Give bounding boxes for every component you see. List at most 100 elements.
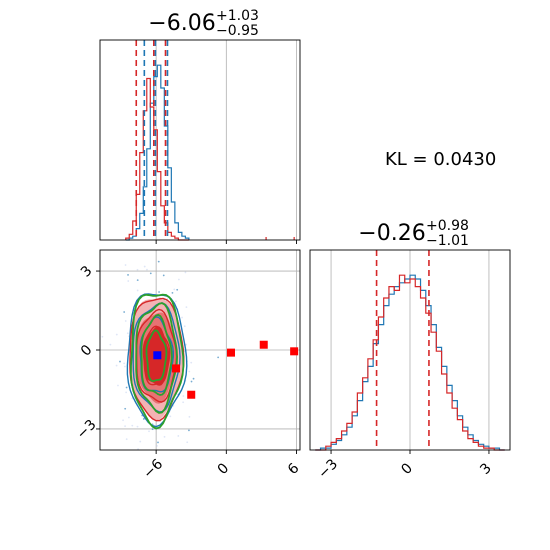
scatter-point [136,289,139,292]
scatter-point [115,364,118,367]
scatter-point [158,291,160,293]
scatter-point [119,360,121,363]
x-tick-label: 0 [215,460,233,478]
scatter-point [173,288,176,291]
density-contour [132,302,181,413]
scatter-point [146,268,148,271]
panel-title-lower: −1.01 [426,233,469,249]
scatter-point [177,435,180,437]
red-square-marker [172,364,181,373]
scatter-point [117,384,119,387]
scatter-point [157,441,159,444]
scatter-point [188,429,190,432]
scatter-point [182,395,185,397]
density-contour-green [135,302,179,414]
panel-2d-density: −6 0 6 −3 0 3 [74,249,303,482]
scatter-point [182,401,185,404]
scatter-point [149,272,152,275]
scatter-point [176,288,179,291]
scatter-point [156,444,158,447]
density-contour [142,325,171,386]
scatter-point [142,418,145,420]
y-tick-label: 3 [78,263,96,281]
density-contour-green [145,329,168,382]
panel-frame [99,39,301,241]
scatter-point [125,438,128,441]
scatter-point [126,332,129,335]
x-tick-label: −6 [140,456,166,482]
x-tick-label: 6 [285,460,303,478]
scatter-point [124,264,127,266]
scatter-point [186,441,189,444]
scatter-point [127,274,129,276]
scatter-point [162,274,165,277]
blue-square-marker [153,351,162,360]
scatter-point [157,260,160,263]
y-tick-label: −3 [74,417,100,443]
scatter-point [159,296,161,299]
scatter-point [192,377,195,380]
scatter-point [136,425,139,428]
scatter-point [127,416,130,419]
scatter-point [124,425,126,428]
x-tick-label: −3 [315,456,341,482]
scatter-point [190,361,193,364]
scatter-point [101,335,104,338]
panel-title-median: −6.06 [148,11,215,36]
red-square-marker [259,340,268,349]
density-contour-green [129,293,185,430]
scatter-point [163,435,166,438]
scatter-point [185,343,188,346]
scatter-point [190,380,193,383]
histogram-red [315,274,505,451]
scatter-point [183,325,186,328]
scatter-point [124,365,126,368]
scatter-point [115,333,118,336]
density-contour-green [140,313,173,396]
kl-divergence-label: KL = 0.0430 [385,149,496,170]
scatter-point [125,386,128,389]
scatter-point [143,265,146,268]
scatter-point [188,370,191,373]
scatter-point [217,356,220,359]
scatter-point [109,343,112,346]
red-square-marker [187,390,196,399]
panel-title-upper: +1.03 [216,8,259,24]
scatter-point [123,362,126,365]
histogram-red [125,77,189,241]
panel-title-median: −0.26 [358,221,425,246]
histogram-blue [315,274,505,451]
scatter-point [175,300,177,303]
scatter-point [148,430,150,433]
panel-top-histogram: −6.06 +1.03−0.95 [99,8,301,244]
scatter-point [125,391,128,394]
scatter-point [184,271,187,274]
scatter-point [188,415,191,418]
scatter-point [122,419,124,422]
x-tick-label: 0 [398,460,416,478]
panel-title-lower: −0.95 [216,23,259,39]
scatter-point [171,291,174,294]
red-square-marker [290,347,299,356]
scatter-point [177,278,180,281]
scatter-point [185,306,188,308]
scatter-point [136,268,139,271]
scatter-point [136,279,139,282]
scatter-point [124,320,127,322]
scatter-point [127,280,130,282]
y-tick-label: 0 [78,342,96,360]
scatter-point [139,440,142,443]
scatter-point [166,297,169,300]
scatter-point [181,316,183,319]
x-tick-label: 3 [477,460,495,478]
scatter-point [124,407,127,410]
scatter-point [131,424,134,427]
scatter-point [151,428,154,431]
panel-right-histogram: −3 0 3 −0.26 +0.98−1.01 [309,218,511,482]
panel-title-upper: +0.98 [426,218,469,234]
histogram-blue [125,64,190,241]
red-square-marker [226,348,235,357]
scatter-point [123,311,126,313]
scatter-point [169,415,172,418]
